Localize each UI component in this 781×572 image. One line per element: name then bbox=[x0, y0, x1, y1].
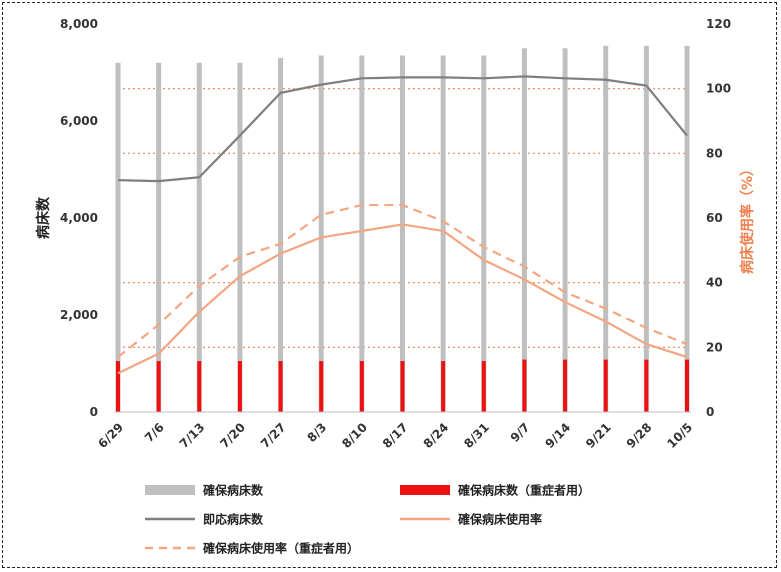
severe-beds-bar-9 bbox=[481, 361, 486, 412]
severe-beds-bar-4 bbox=[278, 361, 283, 412]
x-tick-label: 7/20 bbox=[217, 420, 248, 451]
x-tick-label: 7/13 bbox=[177, 420, 208, 451]
x-tick-label: 8/3 bbox=[305, 420, 330, 445]
y-right-tick-label: 100 bbox=[706, 82, 731, 96]
secured-beds-bar-2 bbox=[196, 62, 202, 413]
secured-beds-bar-1 bbox=[156, 62, 162, 413]
x-tick-label: 8/31 bbox=[461, 420, 492, 451]
secured-beds-bar-11 bbox=[562, 48, 568, 412]
y-right-tick-label: 120 bbox=[706, 17, 731, 31]
usage-rate-line bbox=[117, 223, 688, 375]
severe-beds-bar-8 bbox=[441, 361, 446, 412]
legend-label-4: 確保病床使用率（重症者用） bbox=[203, 541, 359, 556]
legend-label-1: 確保病床数（重症者用） bbox=[458, 483, 590, 498]
y-left-tick-label: 2,000 bbox=[60, 308, 98, 322]
x-tick-label: 8/17 bbox=[380, 420, 411, 451]
secured-beds-bar-5 bbox=[318, 55, 324, 413]
x-tick-label: 9/7 bbox=[508, 420, 533, 445]
severe-beds-bar-2 bbox=[197, 361, 202, 412]
secured-beds-bar-4 bbox=[278, 57, 284, 412]
x-tick-label: 10/5 bbox=[664, 420, 695, 451]
severe-beds-bar-1 bbox=[156, 361, 161, 412]
legend-swatch-0 bbox=[145, 485, 195, 495]
legend-label-3: 確保病床使用率 bbox=[458, 512, 542, 527]
legend-swatch-1 bbox=[400, 485, 450, 495]
secured-beds-bar-3 bbox=[237, 62, 243, 413]
severe-beds-bar-13 bbox=[644, 359, 649, 412]
secured-beds-bar-0 bbox=[115, 62, 121, 413]
x-tick-label: 9/14 bbox=[542, 420, 573, 451]
x-tick-label: 8/24 bbox=[421, 420, 452, 451]
legend-label-0: 確保病床数 bbox=[203, 483, 264, 498]
y-right-tick-label: 80 bbox=[706, 146, 723, 160]
severe-beds-bar-6 bbox=[359, 361, 364, 412]
secured-beds-bar-12 bbox=[603, 45, 609, 412]
secured-beds-bar-9 bbox=[481, 55, 487, 413]
secured-beds-bar-10 bbox=[521, 48, 527, 412]
x-tick-label: 7/6 bbox=[142, 420, 167, 445]
y-right-tick-label: 60 bbox=[706, 211, 723, 225]
y-right-tick-label: 0 bbox=[706, 405, 714, 419]
severe-beds-bar-14 bbox=[685, 359, 689, 412]
legend-label-2: 即応病床数 bbox=[203, 512, 264, 527]
y-left-axis-title: 病床数 bbox=[35, 196, 52, 239]
x-tick-label: 6/29 bbox=[95, 420, 126, 451]
y-left-tick-label: 0 bbox=[90, 405, 98, 419]
severe-beds-bar-3 bbox=[237, 361, 242, 412]
y-left-tick-label: 4,000 bbox=[60, 211, 98, 225]
y-right-tick-label: 40 bbox=[706, 276, 723, 290]
severe-beds-bar-10 bbox=[522, 359, 527, 412]
y-right-tick-label: 20 bbox=[706, 340, 723, 354]
y-left-tick-label: 8,000 bbox=[60, 17, 98, 31]
severe-beds-bar-11 bbox=[563, 359, 568, 412]
y-left-tick-label: 6,000 bbox=[60, 114, 98, 128]
severe-beds-bar-0 bbox=[116, 361, 120, 412]
secured-beds-bar-14 bbox=[684, 45, 690, 412]
y-right-axis-title: 病床使用率（%） bbox=[739, 162, 756, 274]
severe-beds-bar-5 bbox=[319, 361, 324, 412]
secured-beds-bar-8 bbox=[440, 55, 446, 413]
secured-beds-bar-6 bbox=[359, 55, 365, 413]
immediate-beds-line bbox=[117, 75, 688, 183]
x-tick-label: 8/10 bbox=[339, 420, 370, 451]
x-tick-label: 7/27 bbox=[258, 420, 289, 451]
secured-beds-bar-13 bbox=[643, 45, 649, 412]
severe-usage-rate-line bbox=[117, 203, 688, 358]
severe-beds-bar-7 bbox=[400, 361, 405, 412]
x-tick-label: 9/21 bbox=[583, 420, 614, 451]
severe-beds-bar-12 bbox=[603, 359, 608, 412]
x-tick-label: 9/28 bbox=[624, 420, 655, 451]
secured-beds-bar-7 bbox=[400, 55, 405, 413]
